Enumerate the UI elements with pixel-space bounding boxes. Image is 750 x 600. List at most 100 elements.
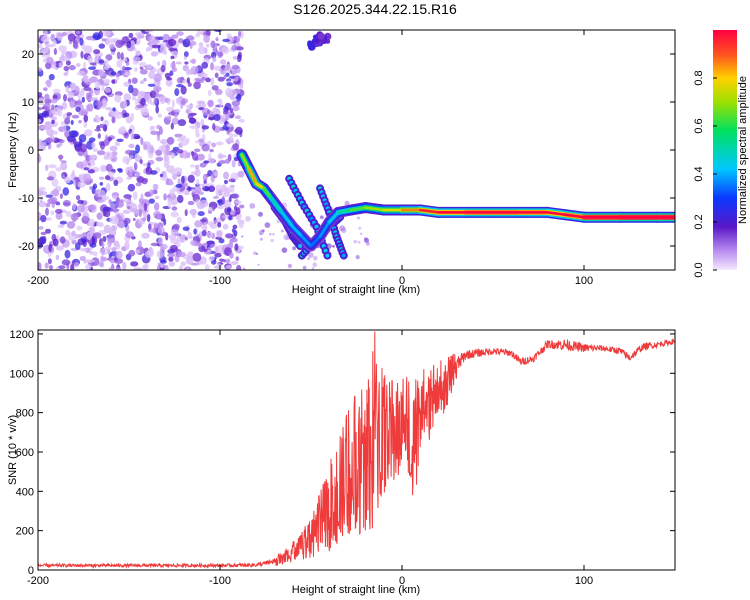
- spectrogram-noise-blob: [65, 211, 72, 217]
- spectrogram-noise-blob: [170, 170, 175, 175]
- spectrogram-noise-blob: [102, 30, 112, 37]
- spectrogram-noise-blob: [46, 56, 54, 64]
- chart-title: S126.2025.344.22.15.R16: [293, 1, 457, 17]
- spectrogram-noise-blob: [190, 67, 194, 75]
- spectrogram-noise-blob: [127, 166, 134, 172]
- spectrogram-noise-blob: [68, 65, 76, 71]
- spectrogram-noise-blob: [92, 183, 98, 190]
- spectrogram-noise-blob: [122, 261, 127, 270]
- spectrogram-y-ticks: 20 10 0 -10 -20: [18, 49, 675, 253]
- spectrogram-noise-blob: [205, 187, 209, 192]
- spectrogram-noise-blob: [209, 148, 214, 153]
- spectrogram-noise-blob: [71, 114, 80, 119]
- spectrogram-noise-blob: [143, 202, 148, 212]
- spectrogram-noise-blob: [195, 133, 201, 138]
- spectrogram-noise-blob: [145, 94, 149, 102]
- spectrogram-noise-blob: [138, 240, 142, 250]
- spectrogram-noise-blob: [171, 67, 177, 72]
- spectrogram-noise-blob: [217, 51, 223, 59]
- spectrogram-noise-blob: [38, 113, 47, 118]
- spectrogram-noise-blob: [179, 265, 184, 270]
- spectrogram-noise-blob: [114, 94, 122, 103]
- spectrogram-noise-blob: [71, 170, 76, 177]
- spectrogram-noise-blob: [128, 32, 134, 39]
- spectrogram-noise-blob: [215, 141, 224, 146]
- spectrogram-noise-blob: [102, 236, 107, 242]
- spectrogram-noise-blob: [217, 221, 222, 228]
- snr-y-tick-label: 800: [16, 408, 34, 420]
- spectrogram-noise-blob: [222, 110, 229, 115]
- spectrogram-noise-blob: [123, 112, 130, 118]
- spectrogram-noise-blob: [94, 55, 99, 65]
- spectrogram-trace-segment: [240, 153, 251, 171]
- spectrogram-noise-blob: [48, 110, 52, 117]
- spectrogram-noise-blob: [87, 169, 95, 174]
- spectrogram-trace-segment: [269, 196, 284, 214]
- spectrogram-noise-blob: [165, 182, 174, 186]
- spectrogram-noise-blob: [40, 35, 50, 43]
- spectrogram-noise-blob: [96, 222, 100, 226]
- spectrogram-noise-blob: [89, 178, 94, 184]
- spectrogram-noise-blob: [97, 133, 101, 139]
- spectrogram-noise-blob: [45, 202, 51, 208]
- spectrogram-noise-blob: [70, 213, 79, 221]
- spectrogram-noise-blob: [197, 211, 205, 217]
- spectrogram-noise-blob: [189, 125, 198, 129]
- spectrogram-noise-blob: [225, 140, 235, 144]
- spectrogram-noise-blob: [192, 152, 198, 161]
- spectrogram-noise-blob: [141, 264, 148, 270]
- spectrogram-noise-blob: [78, 134, 87, 143]
- spectrogram-noise-blob: [83, 167, 89, 171]
- spectrogram-noise-blob: [44, 93, 50, 101]
- spectrogram-noise-blob: [122, 65, 126, 75]
- spectrogram-noise-blob: [155, 105, 159, 114]
- spectrogram-noise-blob: [339, 225, 346, 232]
- spectrogram-trace-segment: [280, 211, 295, 229]
- spectrogram-noise-blob: [57, 108, 63, 117]
- spectrogram-noise-blob: [74, 262, 80, 267]
- spectrogram-noise-blob: [123, 81, 131, 87]
- colorbar-tick-label: 0.2: [693, 214, 705, 229]
- spectrogram-noise-blob: [134, 67, 138, 72]
- spectrogram-noise-blob: [100, 116, 104, 122]
- spectrogram-noise-blob: [166, 77, 173, 81]
- spectrogram-noise-blob: [77, 233, 86, 239]
- spectrogram-noise-blob: [58, 62, 63, 68]
- spectrogram-noise-blob: [110, 51, 116, 55]
- spectrogram-trace-segment: [337, 208, 353, 214]
- spectrogram-noise-blob: [196, 30, 201, 36]
- spectrogram-noise-blob: [107, 171, 115, 176]
- spectrogram-noise-blob: [98, 176, 105, 180]
- spectrogram-noise-blob: [207, 89, 212, 96]
- spectrogram-noise-blob: [174, 108, 181, 113]
- spectrogram-noise-blob: [123, 132, 129, 139]
- spectrogram-noise-blob: [355, 255, 360, 260]
- spectrogram-noise-blob: [132, 191, 138, 201]
- spectrogram-noise-blob: [210, 77, 215, 86]
- spectrogram-noise-blob: [239, 204, 245, 209]
- spectrogram-noise-blob: [40, 214, 47, 223]
- spectrogram-noise-blob: [138, 61, 147, 67]
- spectrogram-noise-blob: [99, 123, 105, 129]
- spectrogram-noise-blob: [205, 77, 211, 83]
- spectrogram-noise-blob: [139, 66, 144, 70]
- spectrogram-noise-blob: [157, 113, 162, 118]
- spectrogram-noise-blob: [264, 222, 271, 229]
- spectrogram-noise-blob: [112, 194, 118, 200]
- spectrogram-blob: [320, 38, 326, 44]
- spectrogram-noise-blob: [48, 73, 55, 81]
- colorbar-label: Normalized spectral amplitude: [737, 76, 749, 224]
- spectrogram-noise-blob: [123, 217, 131, 225]
- spectrogram-noise-blob: [112, 207, 118, 214]
- spectrogram-noise-blob: [98, 59, 105, 64]
- spectrogram-noise-blob: [43, 30, 48, 37]
- spectrogram-noise-blob: [225, 72, 230, 77]
- spectrogram-noise-blob: [196, 121, 201, 129]
- spectrogram-noise-blob: [103, 65, 110, 70]
- spectrogram-noise-blob: [212, 123, 216, 131]
- spectrogram-noise-blob: [152, 183, 159, 191]
- spectrogram-noise-blob: [122, 156, 131, 164]
- spectrogram-noise-blob: [237, 170, 245, 178]
